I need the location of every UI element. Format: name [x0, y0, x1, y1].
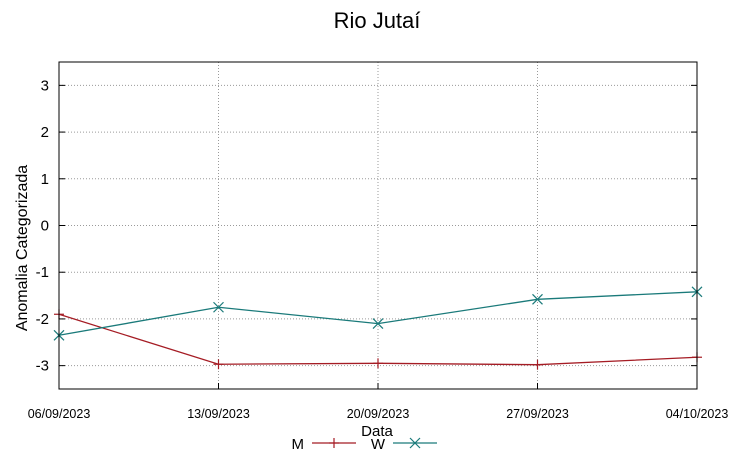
data-point-m — [373, 358, 383, 369]
data-point-m — [213, 359, 224, 370]
x-tick-label: 06/09/2023 — [28, 407, 91, 421]
marker-stroke — [213, 301, 224, 313]
y-axis-label: Anomalia Categorizada — [14, 165, 31, 331]
legend-label-m: M — [292, 436, 305, 453]
y-tick-label: 2 — [41, 124, 49, 141]
data-point-w — [372, 318, 384, 330]
x-tick-label: 13/09/2023 — [187, 407, 250, 421]
legend-marker-m — [329, 438, 339, 448]
tick-labels: 3 2 1 0 -1 -2 -3 06/09/2023 13/09/2023 20/09/2023… — [28, 77, 729, 421]
x-tick-label: 27/09/2023 — [506, 407, 569, 421]
marker-stroke — [532, 293, 543, 305]
y-tick-label: 1 — [41, 171, 49, 188]
legend-label-w: W — [371, 436, 386, 453]
grid-lines — [58, 62, 698, 389]
legend-marker-w — [409, 437, 421, 449]
y-tick-label: -2 — [36, 311, 49, 328]
y-tick-label: 3 — [41, 77, 49, 94]
y-tick-label: -1 — [36, 264, 49, 281]
data-point-w — [213, 301, 224, 313]
x-axis-label: Data — [361, 423, 393, 440]
data-point-m — [532, 359, 543, 370]
data-point-w — [532, 293, 543, 305]
y-tick-label: -3 — [36, 358, 49, 375]
series-line-m — [58, 313, 698, 366]
y-tick-label: 0 — [41, 218, 49, 235]
chart-title: Rio Jutaí — [334, 8, 421, 33]
x-tick-label: 20/09/2023 — [347, 407, 410, 421]
marker-stroke — [409, 437, 421, 449]
x-tick-label: 04/10/2023 — [666, 407, 729, 421]
series-line-w — [58, 291, 698, 336]
series-layer — [53, 286, 703, 370]
marker-stroke — [372, 318, 384, 330]
